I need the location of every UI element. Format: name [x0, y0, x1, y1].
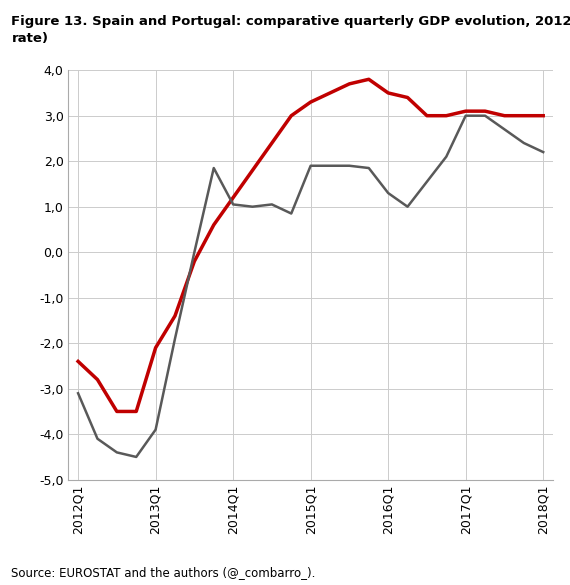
Portugal	[307, 162, 314, 169]
Portugal	[172, 335, 178, 342]
Spain	[327, 90, 333, 97]
Spain	[113, 408, 120, 415]
Portugal	[462, 112, 469, 119]
Spain	[462, 108, 469, 115]
Portugal	[152, 426, 159, 433]
Spain	[385, 90, 392, 97]
Text: rate): rate)	[11, 32, 48, 45]
Spain	[288, 112, 295, 119]
Spain	[443, 112, 450, 119]
Spain	[133, 408, 140, 415]
Portugal	[133, 453, 140, 460]
Line: Spain: Spain	[78, 80, 543, 411]
Spain	[152, 344, 159, 351]
Spain	[268, 139, 275, 146]
Spain	[75, 358, 82, 365]
Spain	[346, 80, 353, 87]
Line: Portugal: Portugal	[78, 116, 543, 457]
Portugal	[365, 164, 372, 171]
Portugal	[520, 139, 527, 146]
Portugal	[482, 112, 488, 119]
Portugal	[268, 201, 275, 208]
Spain	[482, 108, 488, 115]
Portugal	[75, 390, 82, 397]
Spain	[520, 112, 527, 119]
Portugal	[424, 178, 430, 185]
Portugal	[288, 210, 295, 217]
Spain	[172, 312, 178, 319]
Spain	[424, 112, 430, 119]
Spain	[210, 221, 217, 228]
Portugal	[327, 162, 333, 169]
Portugal	[385, 190, 392, 197]
Portugal	[404, 203, 411, 210]
Portugal	[501, 126, 508, 133]
Spain	[365, 76, 372, 83]
Portugal	[191, 249, 198, 256]
Portugal	[94, 435, 101, 442]
Spain	[249, 167, 256, 174]
Spain	[307, 98, 314, 105]
Spain	[501, 112, 508, 119]
Spain	[230, 194, 237, 201]
Portugal	[249, 203, 256, 210]
Portugal	[443, 153, 450, 160]
Portugal	[540, 149, 547, 156]
Portugal	[346, 162, 353, 169]
Spain	[191, 258, 198, 265]
Text: Source: EUROSTAT and the authors (@_combarro_).: Source: EUROSTAT and the authors (@_comb…	[11, 566, 316, 579]
Spain	[540, 112, 547, 119]
Text: Figure 13. Spain and Portugal: comparative quarterly GDP evolution, 2012-18 (ann: Figure 13. Spain and Portugal: comparati…	[11, 15, 570, 27]
Portugal	[210, 164, 217, 171]
Spain	[404, 94, 411, 101]
Portugal	[113, 449, 120, 456]
Portugal	[230, 201, 237, 208]
Spain	[94, 376, 101, 383]
